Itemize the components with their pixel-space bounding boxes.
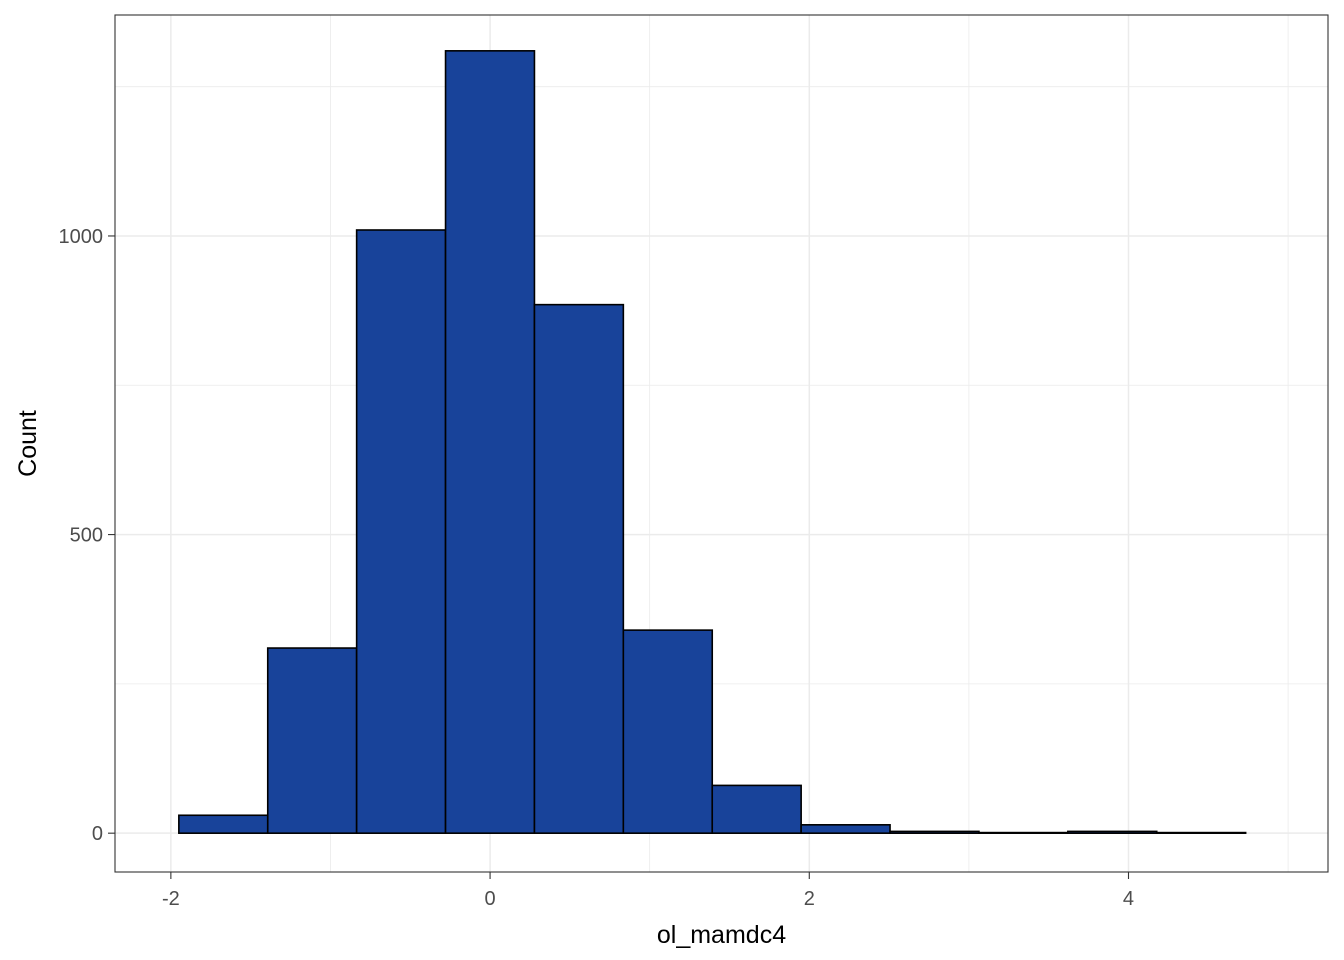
- y-axis-title: Count: [14, 410, 42, 477]
- histogram-bar: [889, 830, 980, 834]
- histogram-bar: [178, 814, 269, 834]
- y-tick-label: 0: [92, 823, 103, 845]
- histogram-bar: [266, 647, 358, 834]
- x-axis-title: ol_mamdc4: [657, 921, 786, 949]
- y-axis-ticks: 0 500 1000: [59, 226, 115, 845]
- histogram-bar: [800, 824, 891, 834]
- histogram-bar: [1067, 830, 1158, 834]
- x-tick-label: 4: [1123, 888, 1134, 910]
- panel-border: [114, 14, 1329, 873]
- histogram-bar: [711, 784, 802, 834]
- x-tick-label: 2: [804, 888, 815, 910]
- histogram-bars: [178, 50, 1247, 834]
- y-tick-label: 500: [70, 525, 103, 547]
- histogram-bar: [978, 831, 1069, 834]
- x-axis-ticks: -2 0 2 4: [162, 872, 1134, 910]
- histogram-bar: [444, 50, 536, 834]
- y-tick-label: 1000: [59, 226, 104, 248]
- x-tick-label: -2: [162, 888, 180, 910]
- x-tick-label: 0: [485, 888, 496, 910]
- histogram-bar: [1155, 831, 1247, 834]
- histogram-bar: [533, 303, 625, 834]
- histogram-bar: [355, 229, 447, 834]
- histogram-bar: [622, 629, 714, 834]
